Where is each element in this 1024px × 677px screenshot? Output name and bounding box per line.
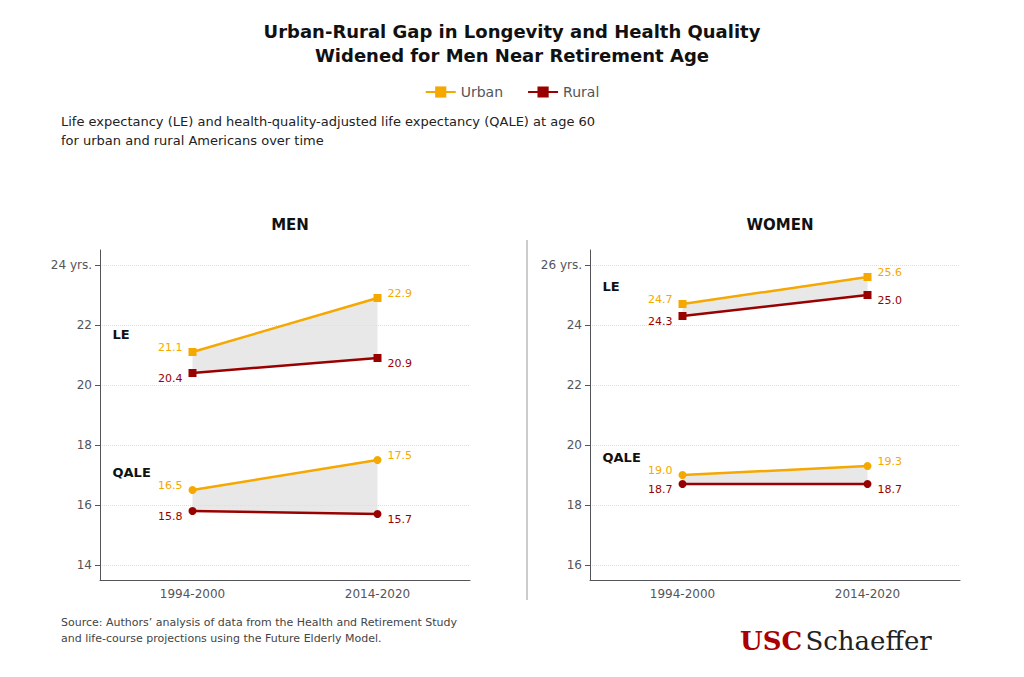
svg-text:22.9: 22.9 (388, 287, 413, 300)
svg-text:24 yrs.: 24 yrs. (51, 258, 92, 272)
svg-text:Urban: Urban (461, 84, 503, 100)
svg-text:16: 16 (567, 558, 582, 572)
svg-text:and life-course projections us: and life-course projections using the Fu… (61, 632, 382, 645)
svg-text:QALE: QALE (113, 465, 151, 480)
svg-text:Life expectancy (LE) and healt: Life expectancy (LE) and health-quality-… (61, 114, 595, 129)
svg-text:1994-2000: 1994-2000 (160, 587, 225, 601)
svg-text:for urban and rural Americans: for urban and rural Americans over time (61, 133, 324, 148)
svg-text:LE: LE (603, 279, 620, 294)
svg-text:Schaeffer: Schaeffer (805, 626, 932, 656)
svg-text:LE: LE (113, 327, 130, 342)
svg-text:18: 18 (567, 498, 582, 512)
svg-text:15.8: 15.8 (158, 510, 183, 523)
svg-text:2014-2020: 2014-2020 (835, 587, 900, 601)
svg-text:26 yrs.: 26 yrs. (541, 258, 582, 272)
svg-text:25.0: 25.0 (878, 294, 903, 307)
svg-text:20: 20 (567, 438, 582, 452)
svg-text:18.7: 18.7 (878, 483, 903, 496)
svg-text:19.0: 19.0 (648, 464, 673, 477)
svg-text:17.5: 17.5 (388, 449, 413, 462)
svg-text:19.3: 19.3 (878, 455, 903, 468)
svg-text:20: 20 (77, 378, 92, 392)
svg-text:QALE: QALE (603, 450, 641, 465)
svg-text:18.7: 18.7 (648, 483, 673, 496)
svg-text:14: 14 (77, 558, 92, 572)
svg-text:22: 22 (567, 378, 582, 392)
svg-text:24: 24 (567, 318, 582, 332)
svg-text:20.9: 20.9 (388, 357, 413, 370)
svg-text:1994-2000: 1994-2000 (650, 587, 715, 601)
svg-text:16: 16 (77, 498, 92, 512)
svg-text:MEN: MEN (271, 216, 309, 234)
svg-text:24.7: 24.7 (648, 293, 673, 306)
svg-text:18: 18 (77, 438, 92, 452)
svg-text:USC: USC (740, 626, 802, 656)
svg-text:22: 22 (77, 318, 92, 332)
svg-text:Widened for Men Near Retiremen: Widened for Men Near Retirement Age (315, 45, 709, 66)
svg-text:Urban-Rural Gap in Longevity a: Urban-Rural Gap in Longevity and Health … (264, 21, 761, 42)
svg-text:16.5: 16.5 (158, 479, 183, 492)
svg-text:2014-2020: 2014-2020 (345, 587, 410, 601)
svg-text:25.6: 25.6 (878, 266, 903, 279)
svg-text:15.7: 15.7 (388, 513, 413, 526)
svg-text:Source: Authors’ analysis of d: Source: Authors’ analysis of data from t… (61, 616, 457, 629)
svg-text:24.3: 24.3 (648, 315, 673, 328)
svg-text:21.1: 21.1 (158, 341, 183, 354)
svg-text:20.4: 20.4 (158, 372, 183, 385)
svg-text:Rural: Rural (563, 84, 599, 100)
svg-text:WOMEN: WOMEN (746, 216, 813, 234)
